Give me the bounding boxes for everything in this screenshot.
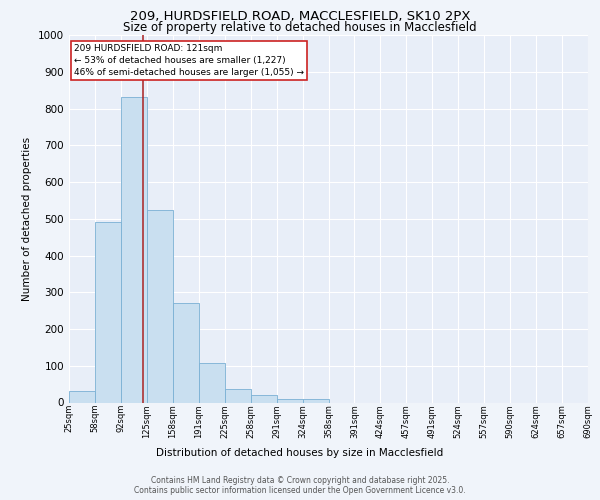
Bar [121, 98, 147, 403]
Text: Distribution of detached houses by size in Macclesfield: Distribution of detached houses by size … [157, 448, 443, 458]
Bar [147, 210, 173, 402]
Bar [302, 399, 329, 402]
Bar [95, 222, 121, 402]
Text: Contains public sector information licensed under the Open Government Licence v3: Contains public sector information licen… [134, 486, 466, 495]
Text: Size of property relative to detached houses in Macclesfield: Size of property relative to detached ho… [123, 22, 477, 35]
Text: Contains HM Land Registry data © Crown copyright and database right 2025.: Contains HM Land Registry data © Crown c… [151, 476, 449, 485]
Bar [277, 399, 302, 402]
Bar [173, 304, 199, 402]
Bar [69, 392, 95, 402]
Bar [251, 395, 277, 402]
Text: 209, HURDSFIELD ROAD, MACCLESFIELD, SK10 2PX: 209, HURDSFIELD ROAD, MACCLESFIELD, SK10… [130, 10, 470, 23]
Bar [199, 363, 224, 403]
Y-axis label: Number of detached properties: Number of detached properties [22, 136, 32, 301]
Bar [225, 389, 251, 402]
Text: 209 HURDSFIELD ROAD: 121sqm
← 53% of detached houses are smaller (1,227)
46% of : 209 HURDSFIELD ROAD: 121sqm ← 53% of det… [74, 44, 304, 77]
